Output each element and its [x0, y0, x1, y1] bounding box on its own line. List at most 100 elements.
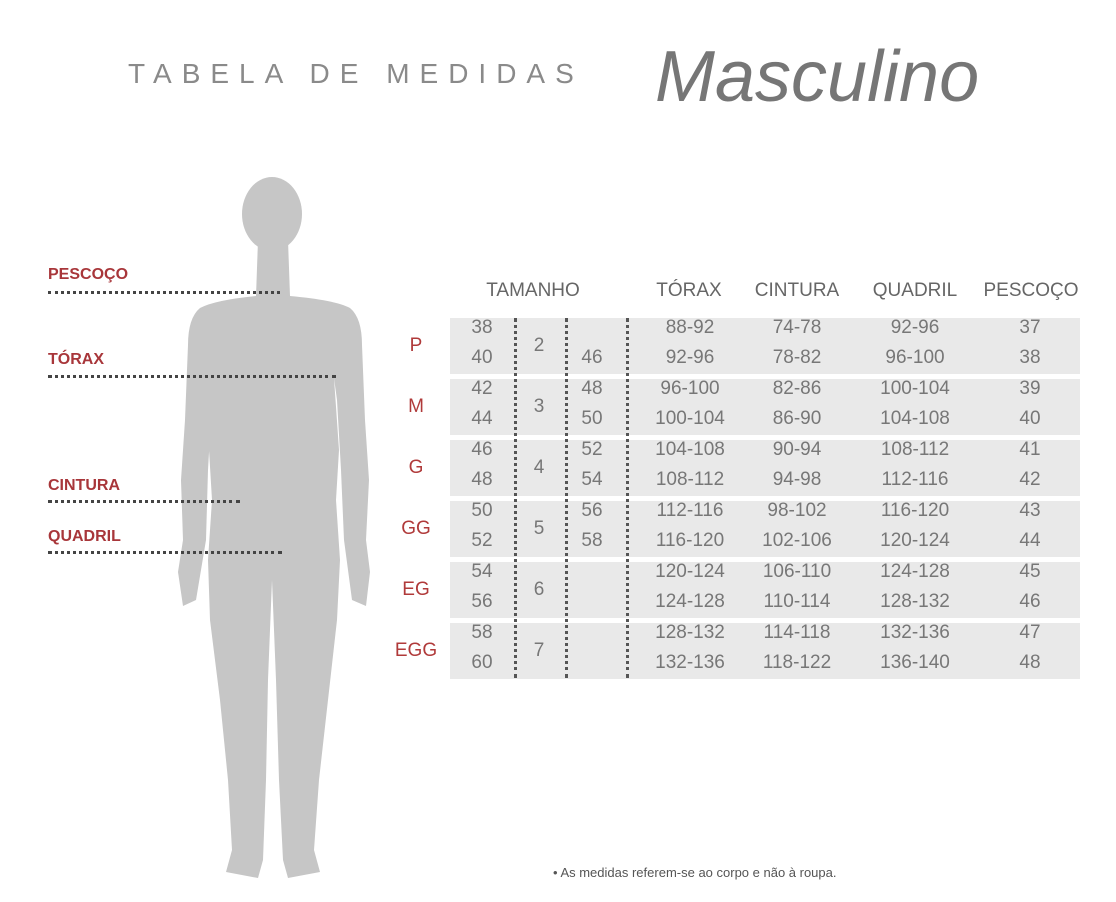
- cell-torax: 124-128: [655, 591, 725, 612]
- cell-quadril: 116-120: [880, 500, 950, 521]
- cell-quadril: 112-116: [881, 469, 949, 490]
- cell-torax: 132-136: [655, 652, 725, 673]
- cell-torax: 128-132: [655, 622, 725, 643]
- kids-size: 4: [533, 457, 545, 478]
- cell-quadril: 136-140: [880, 652, 950, 673]
- column-divider: [565, 318, 568, 678]
- cell-cintura: 90-94: [772, 439, 822, 460]
- cell-cintura: 74-78: [772, 317, 822, 338]
- table-row-band: [450, 562, 1080, 618]
- cintura-line: [48, 500, 240, 503]
- cell-quadril: 132-136: [880, 622, 950, 643]
- cell-quadril: 96-100: [885, 347, 945, 368]
- kids-size: 5: [533, 518, 545, 539]
- cell-alt: 54: [581, 469, 603, 490]
- cell-cintura: 106-110: [762, 561, 832, 582]
- table-row-band: [450, 379, 1080, 435]
- cell-cintura: 110-114: [763, 591, 831, 612]
- size-label: GG: [401, 518, 431, 539]
- body-silhouette-icon: [178, 177, 370, 878]
- cell-torax: 108-112: [655, 469, 725, 490]
- page-title: Masculino: [655, 37, 980, 117]
- cell-quadril: 108-112: [880, 439, 950, 460]
- cell-pescoco: 40: [1019, 408, 1041, 429]
- cell-num: 56: [471, 591, 493, 612]
- size-label: M: [408, 396, 424, 417]
- column-divider: [626, 318, 629, 678]
- torax-line: [48, 375, 336, 378]
- cell-pescoco: 48: [1019, 652, 1041, 673]
- cell-pescoco: 41: [1019, 439, 1041, 460]
- table-row-band: [450, 318, 1080, 374]
- cell-alt: 58: [581, 530, 603, 551]
- label-cintura: CINTURA: [48, 477, 120, 494]
- table-row-band: [450, 440, 1080, 496]
- quadril-line: [48, 551, 282, 554]
- label-quadril: QUADRIL: [48, 528, 121, 545]
- cell-torax: 120-124: [655, 561, 725, 582]
- kids-size: 3: [533, 396, 545, 417]
- kids-size: 2: [533, 335, 545, 356]
- cell-torax: 96-100: [660, 378, 720, 399]
- size-label: P: [409, 335, 423, 356]
- cell-pescoco: 46: [1019, 591, 1041, 612]
- table-row-band: [450, 623, 1080, 679]
- cell-quadril: 124-128: [880, 561, 950, 582]
- cell-num: 48: [471, 469, 493, 490]
- title-prefix: TABELA DE MEDIDAS: [128, 58, 584, 89]
- cell-num: 42: [471, 378, 493, 399]
- cell-num: 60: [471, 652, 493, 673]
- cell-torax: 92-96: [665, 347, 715, 368]
- cell-quadril: 92-96: [890, 317, 940, 338]
- cell-num: 54: [471, 561, 493, 582]
- cell-torax: 104-108: [655, 439, 725, 460]
- cell-quadril: 120-124: [880, 530, 950, 551]
- table-row-band: [450, 501, 1080, 557]
- cell-num: 44: [471, 408, 493, 429]
- cell-cintura: 118-122: [762, 652, 832, 673]
- cell-quadril: 100-104: [880, 378, 950, 399]
- cell-cintura: 82-86: [772, 378, 822, 399]
- cell-num: 38: [471, 317, 493, 338]
- cell-torax: 112-116: [656, 500, 724, 521]
- size-label: EGG: [394, 640, 438, 661]
- kids-size: 7: [533, 640, 545, 661]
- footer-note: • As medidas referem-se ao corpo e não à…: [553, 865, 837, 880]
- cell-num: 58: [471, 622, 493, 643]
- cell-num: 52: [471, 530, 493, 551]
- label-torax: TÓRAX: [48, 351, 104, 368]
- cell-pescoco: 38: [1019, 347, 1041, 368]
- size-label: EG: [402, 579, 430, 600]
- cell-torax: 88-92: [665, 317, 715, 338]
- cell-cintura: 114-118: [763, 622, 831, 643]
- pescoco-line: [48, 291, 280, 294]
- cell-cintura: 86-90: [772, 408, 822, 429]
- cell-quadril: 104-108: [880, 408, 950, 429]
- cell-pescoco: 37: [1019, 317, 1041, 338]
- cell-pescoco: 39: [1019, 378, 1041, 399]
- cell-num: 50: [471, 500, 493, 521]
- header-pescoco: PESCOÇO: [983, 280, 1079, 301]
- cell-quadril: 128-132: [880, 591, 950, 612]
- cell-pescoco: 47: [1019, 622, 1041, 643]
- cell-pescoco: 44: [1019, 530, 1041, 551]
- label-pescoco: PESCOÇO: [48, 266, 129, 283]
- column-divider: [514, 318, 517, 678]
- cell-cintura: 98-102: [767, 500, 827, 521]
- cell-num: 46: [471, 439, 493, 460]
- cell-torax: 100-104: [655, 408, 725, 429]
- header-quadril: QUADRIL: [872, 280, 958, 301]
- cell-alt: 52: [581, 439, 603, 460]
- cell-alt: 46: [581, 347, 603, 368]
- header-tamanho: TAMANHO: [486, 280, 580, 301]
- cell-num: 40: [471, 347, 493, 368]
- cell-alt: 48: [581, 378, 603, 399]
- header-torax: TÓRAX: [656, 280, 722, 301]
- header-cintura: CINTURA: [754, 280, 840, 301]
- cell-pescoco: 45: [1019, 561, 1041, 582]
- cell-pescoco: 43: [1019, 500, 1041, 521]
- kids-size: 6: [533, 579, 545, 600]
- cell-pescoco: 42: [1019, 469, 1041, 490]
- cell-alt: 50: [581, 408, 603, 429]
- cell-cintura: 102-106: [762, 530, 832, 551]
